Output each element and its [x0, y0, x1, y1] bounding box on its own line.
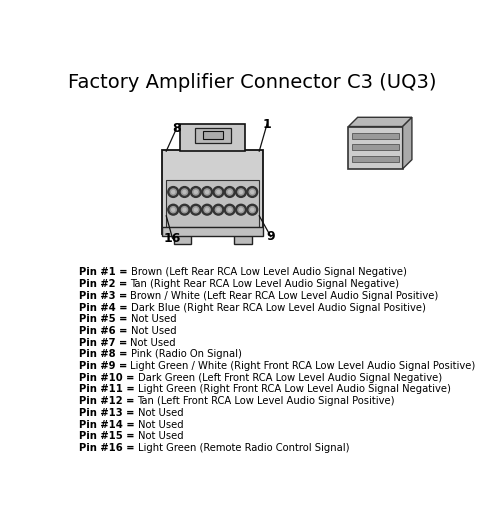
Text: Light Green / White (Right Front RCA Low Level Audio Signal Positive): Light Green / White (Right Front RCA Low… [131, 361, 476, 371]
Circle shape [224, 204, 235, 215]
Text: Pin #12 =: Pin #12 = [79, 396, 138, 406]
Circle shape [168, 187, 178, 197]
Circle shape [202, 204, 212, 215]
Text: Pin #6 =: Pin #6 = [79, 326, 131, 336]
Bar [180, 124, 246, 151]
Text: Pin #10 =: Pin #10 = [79, 373, 138, 383]
Bar [174, 234, 191, 244]
Text: Pin #1 =: Pin #1 = [79, 267, 131, 277]
Bar [162, 227, 263, 236]
Circle shape [249, 189, 255, 195]
Text: Not Used: Not Used [138, 419, 183, 430]
Circle shape [170, 189, 176, 195]
Text: Light Green (Right Front RCA Low Level Audio Signal Negative): Light Green (Right Front RCA Low Level A… [138, 384, 451, 394]
Circle shape [181, 207, 188, 213]
Polygon shape [403, 117, 412, 169]
Bar [352, 133, 399, 139]
Text: 9: 9 [267, 230, 275, 243]
Text: Dark Green (Left Front RCA Low Level Audio Signal Negative): Dark Green (Left Front RCA Low Level Aud… [138, 373, 442, 383]
Text: Tan (Left Front RCA Low Level Audio Signal Positive): Tan (Left Front RCA Low Level Audio Sign… [138, 396, 395, 406]
Circle shape [181, 189, 188, 195]
Bar [235, 234, 251, 244]
Circle shape [236, 204, 246, 215]
Text: 1: 1 [263, 118, 271, 131]
Text: Pin #13 =: Pin #13 = [79, 408, 138, 418]
Circle shape [190, 187, 201, 197]
Text: Pin #7 =: Pin #7 = [79, 337, 131, 348]
Bar [352, 156, 399, 162]
Text: Pink (Radio On Signal): Pink (Radio On Signal) [131, 349, 242, 359]
Text: Pin #5 =: Pin #5 = [79, 314, 131, 324]
Text: Brown / White (Left Rear RCA Low Level Audio Signal Positive): Brown / White (Left Rear RCA Low Level A… [131, 291, 439, 301]
Text: Tan (Right Rear RCA Low Level Audio Signal Negative): Tan (Right Rear RCA Low Level Audio Sign… [131, 279, 399, 289]
Circle shape [215, 189, 221, 195]
Circle shape [249, 207, 255, 213]
Circle shape [217, 190, 220, 193]
Circle shape [240, 190, 243, 193]
Bar [349, 127, 403, 169]
Circle shape [251, 190, 254, 193]
Circle shape [228, 190, 231, 193]
Text: Not Used: Not Used [131, 337, 176, 348]
Circle shape [193, 207, 199, 213]
Circle shape [224, 187, 235, 197]
Circle shape [206, 190, 209, 193]
Circle shape [172, 208, 175, 211]
Circle shape [251, 208, 254, 211]
Text: Pin #16 =: Pin #16 = [79, 443, 138, 453]
Text: Pin #9 =: Pin #9 = [79, 361, 131, 371]
Text: Brown (Left Rear RCA Low Level Audio Signal Negative): Brown (Left Rear RCA Low Level Audio Sig… [131, 267, 407, 277]
Circle shape [204, 189, 210, 195]
Text: Not Used: Not Used [138, 431, 183, 441]
Circle shape [183, 208, 186, 211]
Circle shape [206, 208, 209, 211]
Circle shape [240, 208, 243, 211]
Text: Light Green (Remote Radio Control Signal): Light Green (Remote Radio Control Signal… [138, 443, 349, 453]
Circle shape [193, 189, 199, 195]
Circle shape [238, 207, 244, 213]
Circle shape [238, 189, 244, 195]
Circle shape [227, 207, 233, 213]
Bar [352, 144, 399, 150]
Text: Pin #2 =: Pin #2 = [79, 279, 131, 289]
Text: Pin #14 =: Pin #14 = [79, 419, 138, 430]
Text: Not Used: Not Used [138, 408, 183, 418]
Bar [166, 180, 259, 227]
Text: Pin #8 =: Pin #8 = [79, 349, 131, 359]
Circle shape [172, 190, 175, 193]
Circle shape [194, 208, 197, 211]
Circle shape [213, 204, 224, 215]
Text: Pin #11 =: Pin #11 = [79, 384, 138, 394]
Text: Pin #4 =: Pin #4 = [79, 302, 131, 313]
Circle shape [236, 187, 246, 197]
Circle shape [213, 187, 224, 197]
Text: Pin #15 =: Pin #15 = [79, 431, 138, 441]
Circle shape [215, 207, 221, 213]
Text: Not Used: Not Used [131, 326, 176, 336]
Bar [203, 131, 223, 138]
Circle shape [217, 208, 220, 211]
Bar [162, 150, 263, 234]
Circle shape [247, 204, 258, 215]
Circle shape [168, 204, 178, 215]
Circle shape [227, 189, 233, 195]
Text: Pin #3 =: Pin #3 = [79, 291, 131, 301]
Circle shape [190, 204, 201, 215]
Circle shape [179, 187, 190, 197]
Text: Dark Blue (Right Rear RCA Low Level Audio Signal Positive): Dark Blue (Right Rear RCA Low Level Audi… [131, 302, 425, 313]
Circle shape [202, 187, 212, 197]
Polygon shape [349, 117, 412, 127]
Text: Not Used: Not Used [131, 314, 176, 324]
Text: 16: 16 [164, 232, 181, 245]
Bar [195, 128, 231, 143]
Circle shape [204, 207, 210, 213]
Text: 8: 8 [172, 122, 180, 135]
Circle shape [228, 208, 231, 211]
Circle shape [170, 207, 176, 213]
Text: Factory Amplifier Connector C3 (UQ3): Factory Amplifier Connector C3 (UQ3) [68, 73, 436, 92]
Circle shape [194, 190, 197, 193]
Circle shape [247, 187, 258, 197]
Circle shape [183, 190, 186, 193]
Circle shape [179, 204, 190, 215]
